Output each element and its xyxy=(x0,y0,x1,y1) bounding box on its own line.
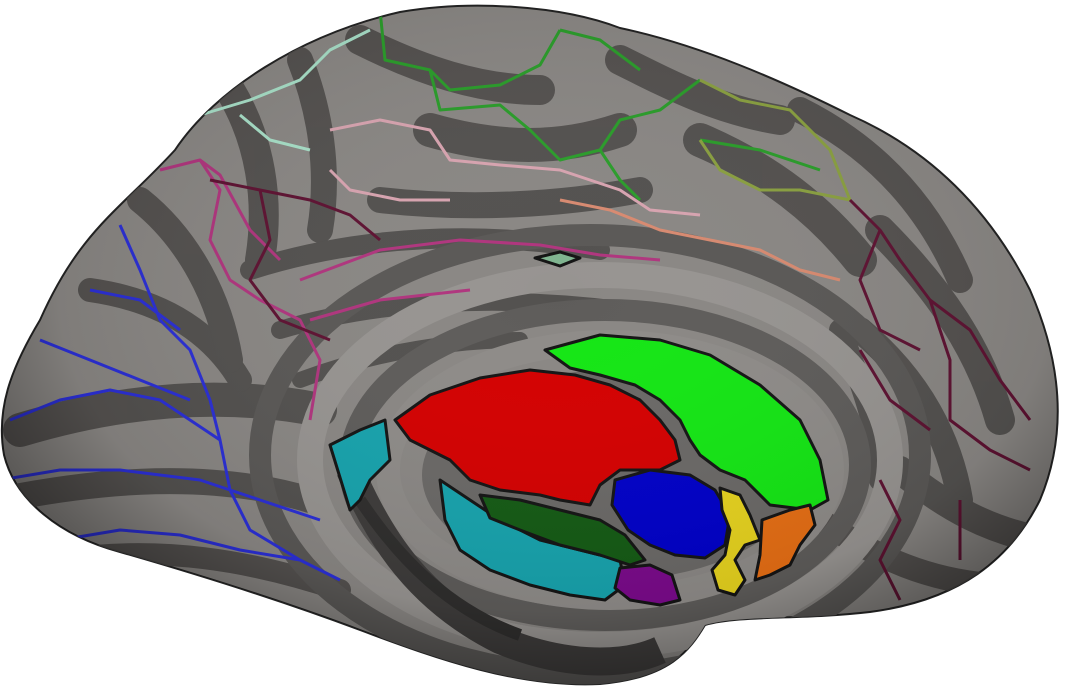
cortex-pattern xyxy=(1,5,1058,685)
brain-surface-scene xyxy=(0,4,1059,686)
